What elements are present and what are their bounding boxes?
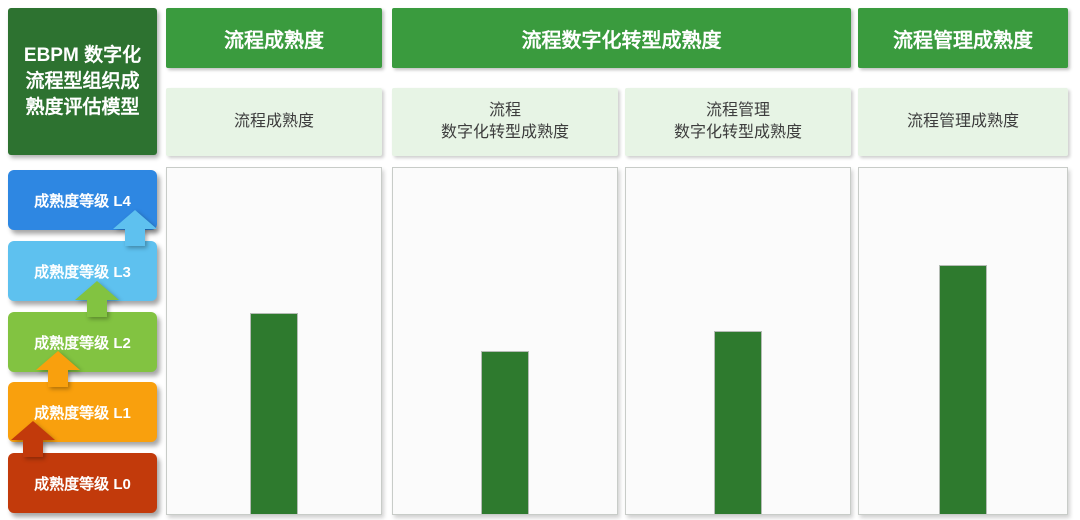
up-arrow-icon [11, 421, 55, 457]
subheader-label-line: 流程管理 [705, 102, 770, 119]
model-title-line: 熟度评估模型 [25, 96, 140, 118]
subheader-label-line: 流程 [488, 102, 521, 119]
column-header-label: 流程管理成熟度 [893, 29, 1033, 52]
subheader-label-line: 数字化转型成熟度 [673, 124, 802, 141]
maturity-level-label: 成熟度等级 L4 [34, 192, 131, 210]
maturity-level-l4: 成熟度等级 L4 [8, 170, 157, 230]
subheader-label-line: 数字化转型成熟度 [440, 124, 569, 141]
bar-chart-process-mgmt-maturity [858, 167, 1068, 515]
column-header-label: 流程成熟度 [224, 29, 324, 52]
model-title-line: EBPM 数字化 [23, 44, 142, 66]
up-arrow-icon [75, 281, 119, 317]
subheader-process-maturity: 流程成熟度 [166, 88, 382, 156]
bar-chart-process-digital-maturity [392, 167, 618, 515]
subheader-label: 流程成熟度 [233, 113, 314, 130]
maturity-level-label: 成熟度等级 L3 [34, 263, 131, 281]
model-title: EBPM 数字化 流程型组织成 熟度评估模型 [8, 8, 157, 155]
maturity-bar [250, 313, 298, 514]
maturity-bar [481, 351, 529, 514]
column-header-process-management-maturity: 流程管理成熟度 [858, 8, 1068, 68]
subheader-label: 流程管理成熟度 [906, 113, 1019, 130]
bar-chart-process-mgmt-digital-maturity [625, 167, 851, 515]
maturity-level-l3: 成熟度等级 L3 [8, 241, 157, 301]
subheader-process-mgmt-maturity: 流程管理成熟度 [858, 88, 1068, 156]
up-arrow-icon [36, 351, 80, 387]
column-header-label: 流程数字化转型成熟度 [521, 29, 722, 52]
column-header-digital-transformation-maturity: 流程数字化转型成熟度 [392, 8, 851, 68]
maturity-level-l2: 成熟度等级 L2 [8, 312, 157, 372]
maturity-level-l0: 成熟度等级 L0 [8, 453, 157, 513]
subheader-process-mgmt-digital-maturity: 流程管理 数字化转型成熟度 [625, 88, 851, 156]
up-arrow-icon [113, 210, 157, 246]
maturity-bar [939, 264, 987, 514]
subheader-process-digital-maturity: 流程 数字化转型成熟度 [392, 88, 618, 156]
maturity-level-label: 成熟度等级 L2 [34, 334, 131, 352]
bar-chart-process-maturity [166, 167, 382, 515]
maturity-bar [714, 330, 762, 514]
maturity-level-label: 成熟度等级 L1 [34, 404, 131, 422]
maturity-level-label: 成熟度等级 L0 [34, 475, 131, 493]
model-title-line: 流程型组织成 [25, 70, 140, 92]
column-header-process-maturity: 流程成熟度 [166, 8, 382, 68]
